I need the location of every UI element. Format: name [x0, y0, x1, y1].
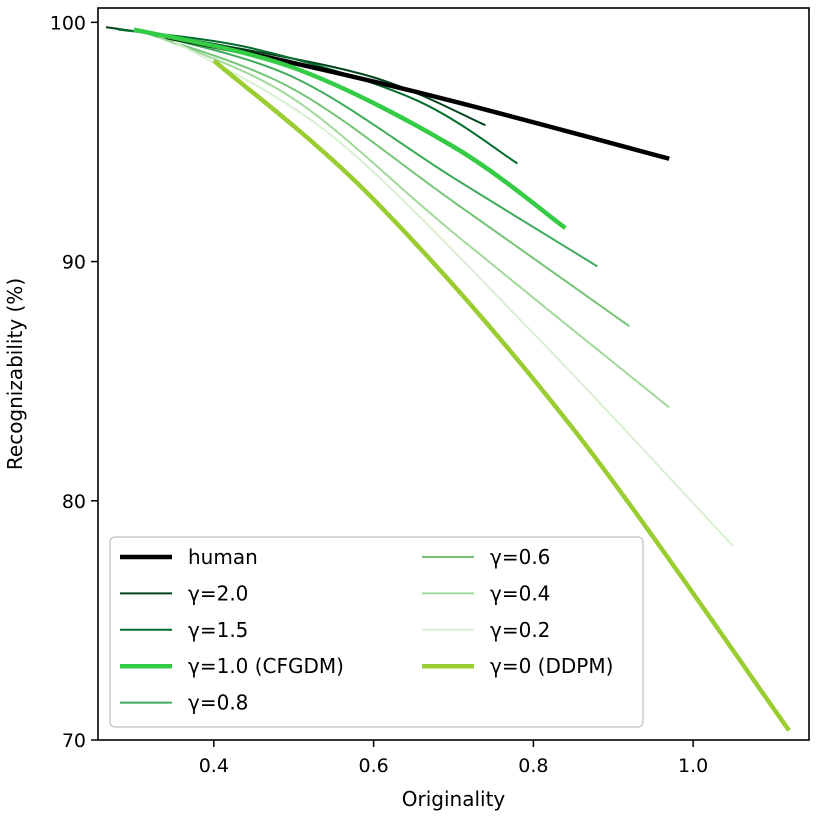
legend-label-gamma-1-5: γ=1.5	[188, 618, 248, 642]
series-layer	[105, 26, 791, 732]
x-axis-label: Originality	[402, 787, 506, 811]
series-line-human	[165, 34, 670, 161]
series-line-gamma-0-2	[173, 40, 734, 547]
legend-label-gamma-0-2: γ=0.2	[490, 618, 550, 642]
plot-frame	[97, 7, 810, 741]
y-tick-label: 70	[62, 730, 86, 752]
x-tick-label: 0.8	[518, 755, 548, 777]
legend-label-gamma-0-ddpm: γ=0 (DDPM)	[490, 654, 613, 678]
x-tick-label: 0.6	[359, 755, 389, 777]
legend-label-gamma-0-4: γ=0.4	[490, 581, 550, 605]
y-axis-label: Recognizability (%)	[3, 278, 27, 470]
legend-label-human: human	[188, 545, 258, 569]
legend-label-gamma-1-0-cfgdm: γ=1.0 (CFGDM)	[188, 654, 344, 678]
series-line-gamma-1-5	[117, 28, 518, 165]
legend-box	[109, 536, 644, 728]
y-tick-label: 90	[62, 252, 86, 274]
y-tick-label: 80	[62, 491, 86, 513]
series-line-gamma-0-6	[149, 33, 630, 327]
series-line-gamma-1-0-cfgdm	[133, 27, 567, 230]
legend: human γ=2.0 γ=1.5 γ=1.0 (CFGDM) γ=0.8 γ=0.6 γ=…	[109, 536, 644, 728]
series-line-gamma-0-8	[141, 30, 598, 268]
legend-label-gamma-2-0: γ=2.0	[188, 581, 248, 605]
series-line-gamma-0-ddpm	[212, 58, 791, 732]
ticks-layer: 0.4 0.6 0.8 1.0 70 80 90 100	[50, 12, 709, 777]
y-tick-label: 100	[50, 12, 86, 34]
series-line-gamma-0-4	[157, 35, 670, 409]
x-tick-label: 0.4	[199, 755, 229, 777]
x-tick-label: 1.0	[678, 755, 708, 777]
legend-label-gamma-0-6: γ=0.6	[490, 545, 550, 569]
legend-label-gamma-0-8: γ=0.8	[188, 691, 248, 715]
